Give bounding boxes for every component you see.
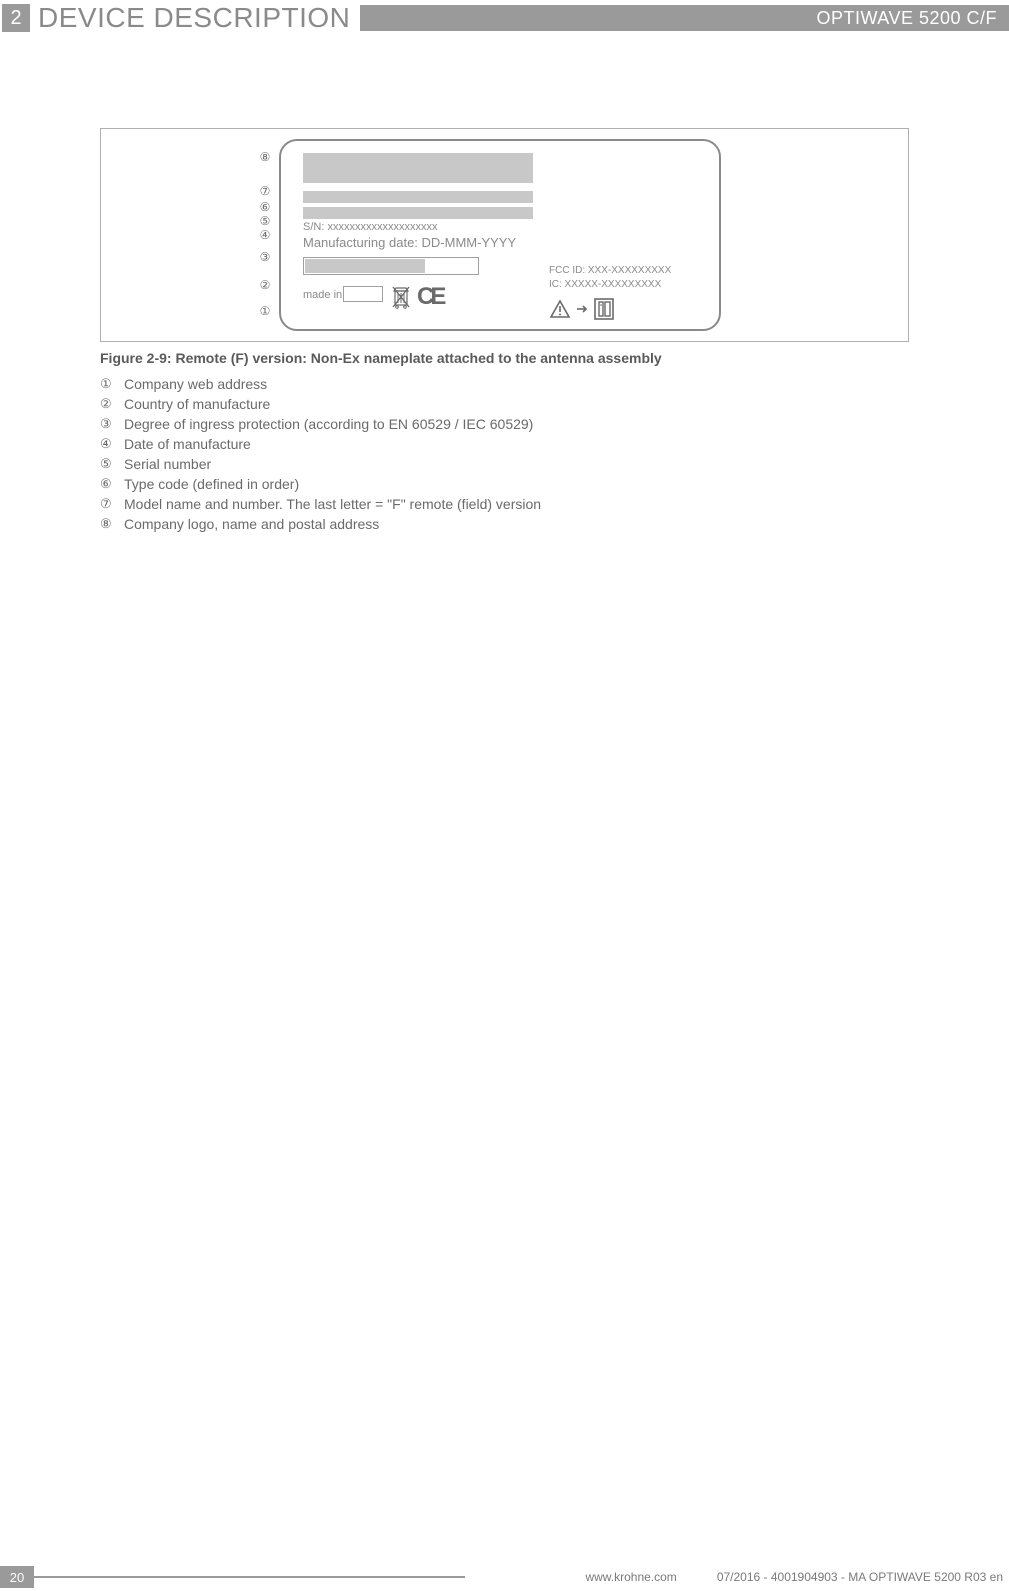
footer-rule — [34, 1576, 465, 1578]
legend-item: ⑥ Type code (defined in order) — [100, 476, 909, 492]
page-footer: 20 www.krohne.com 07/2016 - 4001904903 -… — [0, 1563, 1009, 1591]
legend-text: Country of manufacture — [124, 396, 909, 412]
nameplate-field-typecode — [303, 207, 533, 219]
legend-num: ⑤ — [100, 456, 124, 472]
legend-text: Model name and number. The last letter =… — [124, 496, 909, 512]
page-header: 2 DEVICE DESCRIPTION OPTIWAVE 5200 C/F — [0, 0, 1009, 36]
legend-item: ⑧ Company logo, name and postal address — [100, 516, 909, 532]
nameplate-serial: S/N: xxxxxxxxxxxxxxxxxxxx — [303, 221, 437, 233]
legend-text: Serial number — [124, 456, 909, 472]
legend-text: Degree of ingress protection (according … — [124, 416, 909, 432]
figure-frame: ⑧ ⑦ ⑥ ⑤ ④ ③ ② ① S/N: xxxxxxxxxxxxxxxxxxx… — [100, 128, 909, 342]
footer-url: www.krohne.com — [465, 1570, 716, 1584]
legend-item: ⑤ Serial number — [100, 456, 909, 472]
legend-text: Type code (defined in order) — [124, 476, 909, 492]
legend-item: ⑦ Model name and number. The last letter… — [100, 496, 909, 512]
callout-3: ③ — [257, 249, 273, 265]
nameplate-made-in: made in — [303, 289, 342, 301]
product-name: OPTIWAVE 5200 C/F — [816, 8, 997, 29]
figure-container: ⑧ ⑦ ⑥ ⑤ ④ ③ ② ① S/N: xxxxxxxxxxxxxxxxxxx… — [100, 128, 909, 536]
callout-7: ⑦ — [257, 183, 273, 199]
legend-item: ④ Date of manufacture — [100, 436, 909, 452]
header-bar: OPTIWAVE 5200 C/F — [360, 5, 1009, 31]
callout-4: ④ — [257, 227, 273, 243]
weee-icon — [391, 285, 411, 309]
chapter-title: DEVICE DESCRIPTION — [38, 2, 350, 34]
nameplate-mfg-date: Manufacturing date: DD-MMM-YYYY — [303, 235, 516, 250]
ce-mark-icon: CE — [417, 283, 442, 311]
legend-text: Company web address — [124, 376, 909, 392]
legend-text: Company logo, name and postal address — [124, 516, 909, 532]
legend-item: ② Country of manufacture — [100, 396, 909, 412]
legend-num: ⑦ — [100, 496, 124, 512]
legend-num: ⑧ — [100, 516, 124, 532]
legend-list: ① Company web address ② Country of manuf… — [100, 376, 909, 532]
warning-triangle-icon — [549, 299, 571, 319]
chapter-number: 2 — [10, 7, 21, 30]
legend-text: Date of manufacture — [124, 436, 909, 452]
legend-num: ④ — [100, 436, 124, 452]
legend-num: ⑥ — [100, 476, 124, 492]
legend-num: ② — [100, 396, 124, 412]
arrow-right-icon — [575, 302, 589, 316]
nameplate-fcc: FCC ID: XXX-XXXXXXXXX — [549, 265, 671, 276]
nameplate-field-logo — [303, 153, 533, 183]
page-number: 20 — [0, 1566, 34, 1588]
figure-caption: Figure 2-9: Remote (F) version: Non-Ex n… — [100, 350, 909, 366]
nameplate-field-model — [303, 191, 533, 203]
warning-icon-group — [549, 297, 615, 321]
nameplate: S/N: xxxxxxxxxxxxxxxxxxxx Manufacturing … — [279, 139, 721, 331]
footer-doc-id: 07/2016 - 4001904903 - MA OPTIWAVE 5200 … — [717, 1570, 1009, 1584]
legend-item: ③ Degree of ingress protection (accordin… — [100, 416, 909, 432]
legend-item: ① Company web address — [100, 376, 909, 392]
callout-8: ⑧ — [257, 149, 273, 165]
nameplate-ic: IC: XXXXX-XXXXXXXXX — [549, 279, 661, 290]
legend-num: ① — [100, 376, 124, 392]
legend-num: ③ — [100, 416, 124, 432]
callout-2: ② — [257, 277, 273, 293]
nameplate-field-ip-fill — [305, 259, 425, 273]
manual-icon — [593, 297, 615, 321]
nameplate-country-box — [343, 286, 383, 302]
chapter-number-box: 2 — [2, 4, 30, 32]
callout-1: ① — [257, 303, 273, 319]
